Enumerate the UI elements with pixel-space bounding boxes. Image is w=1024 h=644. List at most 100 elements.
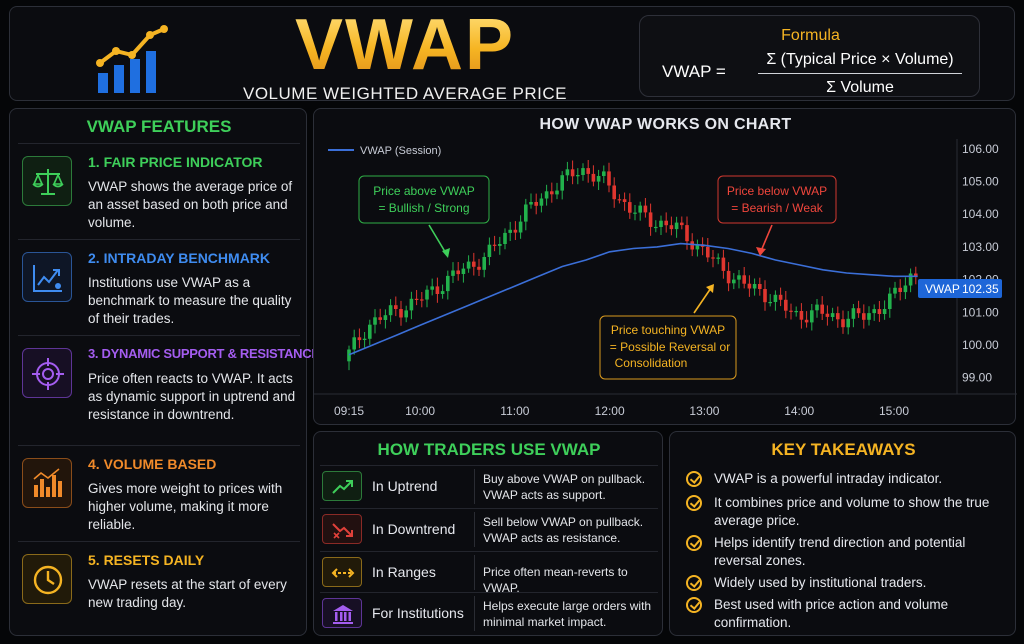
candle-body bbox=[633, 212, 637, 214]
y-tick-label: 99.00 bbox=[962, 371, 992, 385]
uptrend-arrow-icon bbox=[322, 471, 362, 501]
candle-body bbox=[378, 317, 382, 320]
page-subtitle: VOLUME WEIGHTED AVERAGE PRICE bbox=[242, 84, 568, 103]
formula-label: Formula bbox=[781, 27, 840, 44]
candle-body bbox=[446, 275, 450, 292]
candle-body bbox=[362, 338, 367, 340]
candle-body bbox=[466, 261, 471, 269]
clock-icon bbox=[22, 554, 72, 604]
annotation-below-arrow bbox=[760, 224, 773, 252]
candle-body bbox=[461, 268, 466, 274]
candle-body bbox=[726, 270, 731, 284]
takeaway-text: Helps identify trend direction and poten… bbox=[714, 535, 966, 568]
annotation-touching-line1: Price touching VWAP bbox=[611, 323, 725, 337]
takeaways-panel: KEY TAKEAWAYS VWAP is a powerful intrada… bbox=[669, 431, 1016, 636]
trader-row-label: In Ranges bbox=[372, 564, 436, 580]
candle-body bbox=[529, 202, 533, 205]
candle-body bbox=[674, 222, 679, 230]
candle-body bbox=[534, 202, 538, 206]
candle-body bbox=[768, 302, 772, 304]
check-circle-icon bbox=[686, 575, 702, 591]
candle-body bbox=[794, 311, 798, 313]
header-panel: VWAP VOLUME WEIGHTED AVERAGE PRICE Formu… bbox=[9, 6, 1015, 103]
trader-row-uptrend: In Uptrend Buy above VWAP on pullback. V… bbox=[320, 465, 658, 506]
candle-body bbox=[498, 244, 502, 246]
candle-body bbox=[903, 285, 908, 293]
downtrend-arrow-icon bbox=[322, 514, 362, 544]
candle-body bbox=[524, 204, 528, 222]
takeaway-text: Widely used by institutional traders. bbox=[714, 575, 927, 590]
candle-body bbox=[758, 284, 762, 289]
chart-title: HOW VWAP WORKS ON CHART bbox=[539, 116, 792, 133]
takeaway-text: Best used with price action and volume c… bbox=[714, 597, 949, 630]
candle-body bbox=[565, 169, 570, 176]
feature-text: Gives more weight to prices with higher … bbox=[88, 481, 283, 532]
check-circle-icon bbox=[686, 495, 702, 511]
candle-body bbox=[581, 168, 585, 175]
candle-body bbox=[347, 349, 351, 362]
candle-body bbox=[383, 315, 388, 320]
feature-title: 3. DYNAMIC SUPPORT & RESISTANCE bbox=[88, 346, 320, 361]
features-panel: VWAP FEATURES 1. FAIR PRICE INDICATOR VW… bbox=[9, 108, 320, 636]
vwap-value-tag bbox=[918, 279, 1002, 298]
candle-body bbox=[622, 199, 627, 202]
traders-title: HOW TRADERS USE VWAP bbox=[377, 440, 601, 459]
candle-body bbox=[732, 279, 736, 284]
candle-body bbox=[867, 313, 871, 320]
takeaways-title: KEY TAKEAWAYS bbox=[771, 440, 916, 459]
trader-row-label: In Uptrend bbox=[372, 478, 438, 494]
bank-icon bbox=[322, 598, 362, 628]
candle-body bbox=[804, 319, 809, 323]
feature-text: Institutions use VWAP as a benchmark to … bbox=[88, 275, 292, 326]
candle-body bbox=[643, 205, 648, 213]
candle-body bbox=[877, 309, 882, 314]
candle-body bbox=[763, 289, 767, 303]
candle-body bbox=[560, 175, 564, 191]
x-tick-label: 15:00 bbox=[879, 404, 909, 418]
x-tick-label: 10:00 bbox=[405, 404, 435, 418]
candle-body bbox=[368, 324, 372, 339]
annotation-touching-arrow bbox=[693, 287, 712, 314]
feature-item-resets-daily: 5. RESETS DAILY VWAP resets at the start… bbox=[18, 541, 300, 633]
check-circle-icon bbox=[686, 471, 702, 487]
vwap-chart: 99.00100.00101.00102.00103.00104.00105.0… bbox=[314, 139, 1017, 418]
traders-panel: HOW TRADERS USE VWAP In Uptrend Buy abov… bbox=[313, 431, 663, 636]
candle-body bbox=[721, 257, 726, 271]
candle-body bbox=[716, 257, 720, 259]
candle-body bbox=[789, 310, 793, 312]
candle-body bbox=[628, 202, 632, 213]
candle-body bbox=[825, 313, 830, 317]
candle-body bbox=[586, 168, 590, 174]
x-tick-label: 14:00 bbox=[784, 404, 814, 418]
candle-body bbox=[882, 309, 887, 314]
trader-row-desc: Buy above VWAP on pullback. VWAP acts as… bbox=[483, 472, 646, 502]
y-tick-label: 105.00 bbox=[962, 175, 999, 189]
candle-body bbox=[711, 257, 715, 259]
candle-body bbox=[669, 225, 674, 230]
feature-item-dynamic-support: 3. DYNAMIC SUPPORT & RESISTANCE Price of… bbox=[18, 335, 320, 445]
annotation-touching-line3: Consolidation bbox=[615, 356, 688, 370]
candle-body bbox=[555, 190, 559, 195]
candle-body bbox=[394, 305, 398, 309]
candle-body bbox=[602, 171, 606, 176]
legend-entry: VWAP (Session) bbox=[360, 145, 441, 157]
volume-bars-icon bbox=[22, 458, 72, 508]
candle-body bbox=[747, 283, 752, 289]
y-tick-label: 106.00 bbox=[962, 142, 999, 156]
y-tick-label: 104.00 bbox=[962, 207, 999, 221]
candle-body bbox=[373, 317, 377, 325]
candle-body bbox=[659, 220, 663, 227]
annotation-touching-line2: = Possible Reversal or bbox=[610, 340, 730, 354]
candle-body bbox=[612, 185, 616, 200]
features-title: VWAP FEATURES bbox=[86, 117, 232, 136]
annotation-below-line1: Price below VWAP bbox=[727, 184, 827, 198]
candle-body bbox=[399, 309, 403, 318]
trader-row-ranges: In Ranges Price often mean-reverts to VW… bbox=[320, 551, 658, 595]
candle-body bbox=[742, 275, 746, 284]
feature-text: Price often reacts to VWAP. It acts as d… bbox=[88, 371, 296, 422]
x-tick-label: 09:15 bbox=[334, 404, 364, 418]
candle-body bbox=[430, 286, 434, 290]
candle-body bbox=[357, 337, 362, 341]
annotation-above-line1: Price above VWAP bbox=[373, 184, 475, 198]
candle-body bbox=[773, 294, 778, 302]
